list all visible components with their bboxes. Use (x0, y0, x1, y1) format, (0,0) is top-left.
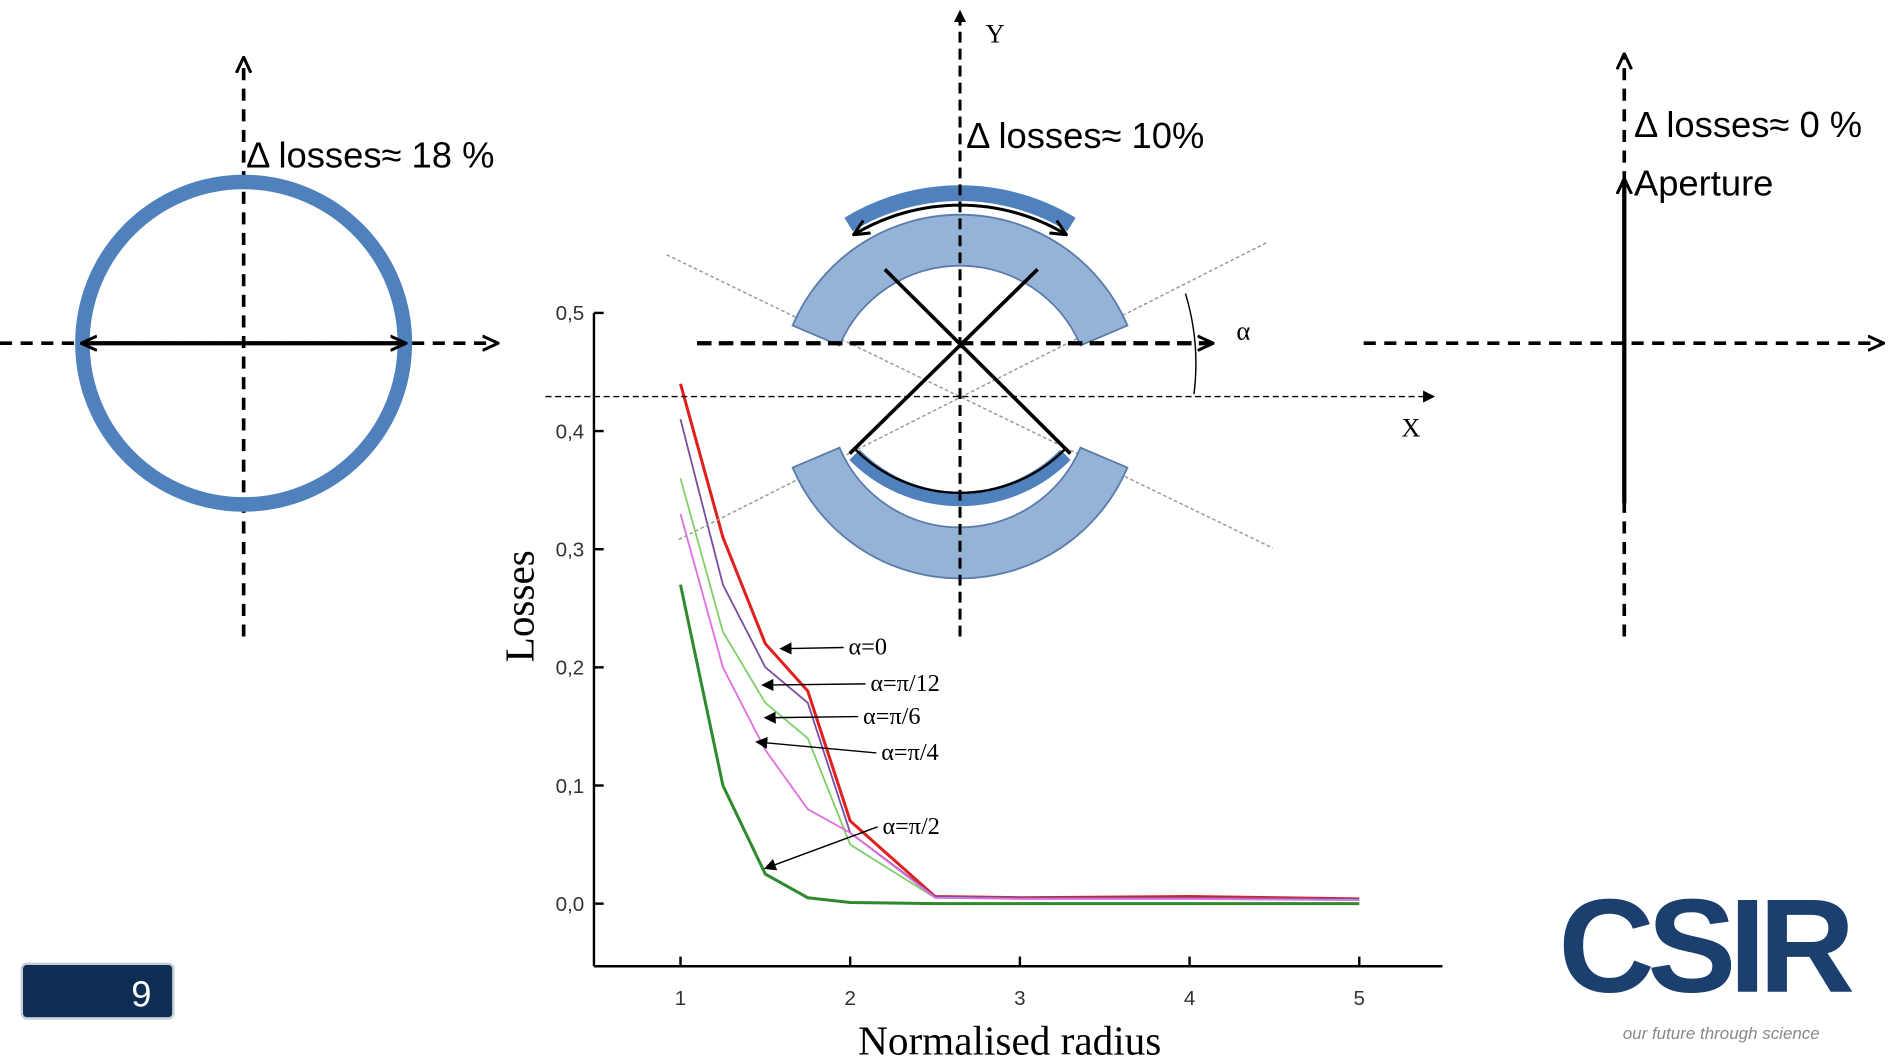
x-tick-label: 4 (1184, 987, 1195, 1010)
line (679, 383, 1360, 901)
x-tick-label: 3 (1014, 987, 1025, 1010)
series-label: α=0 (848, 634, 886, 661)
x-axis-letter: X (1401, 413, 1420, 443)
line (679, 513, 1360, 902)
series-label: α=π/12 (870, 670, 940, 697)
annotation-arrow (755, 736, 877, 754)
annotation-arrow (763, 826, 878, 871)
x-tick-label: 5 (1354, 987, 1365, 1010)
x-tick-label: 1 (675, 987, 686, 1010)
y-axis-letter: Y (985, 19, 1004, 49)
aperture-label: Aperture (1634, 162, 1773, 203)
page-number-box (20, 962, 175, 1020)
left-label: Δ losses≈ 18 % (246, 134, 494, 175)
line (679, 584, 1360, 906)
y-tick-label: 0,0 (556, 893, 585, 916)
annotation-arrow (779, 642, 844, 655)
y-tick-label: 0,3 (556, 538, 585, 561)
middle-diagram: Y X α Δ losses≈ 10% (545, 9, 1436, 637)
series-label: α=π/6 (863, 703, 920, 730)
logo: CSIR (1558, 872, 1852, 1021)
left-diagram: Δ losses≈ 18 % (0, 58, 497, 637)
middle-label: Δ losses≈ 10% (966, 115, 1204, 156)
x-tick-label: 2 (844, 987, 855, 1010)
right-label: Δ losses≈ 0 % (1634, 104, 1862, 145)
annotation-arrow (763, 711, 859, 724)
y-tick-label: 0,4 (556, 420, 585, 443)
page-number: 9 (131, 973, 151, 1014)
series-label: α=π/4 (881, 739, 938, 766)
y-tick-label: 0,2 (556, 657, 585, 680)
y-tick-label: 0,5 (556, 302, 585, 325)
plot: 0,0 0,1 0,2 0,3 0,4 0,5 1 2 3 4 5 Normalised radius… (496, 302, 1443, 1061)
y-tick-label: 0,1 (556, 775, 585, 798)
x-axis-label: Normalised radius (858, 1018, 1161, 1061)
series-label: α=π/2 (882, 813, 939, 840)
angle-letter: α (1236, 316, 1250, 346)
right-diagram: Δ losses≈ 0 % Aperture (1363, 55, 1883, 637)
tagline: our future through science (1623, 1024, 1820, 1043)
y-axis-label: Losses (496, 550, 542, 662)
annotation-arrow (761, 678, 866, 691)
